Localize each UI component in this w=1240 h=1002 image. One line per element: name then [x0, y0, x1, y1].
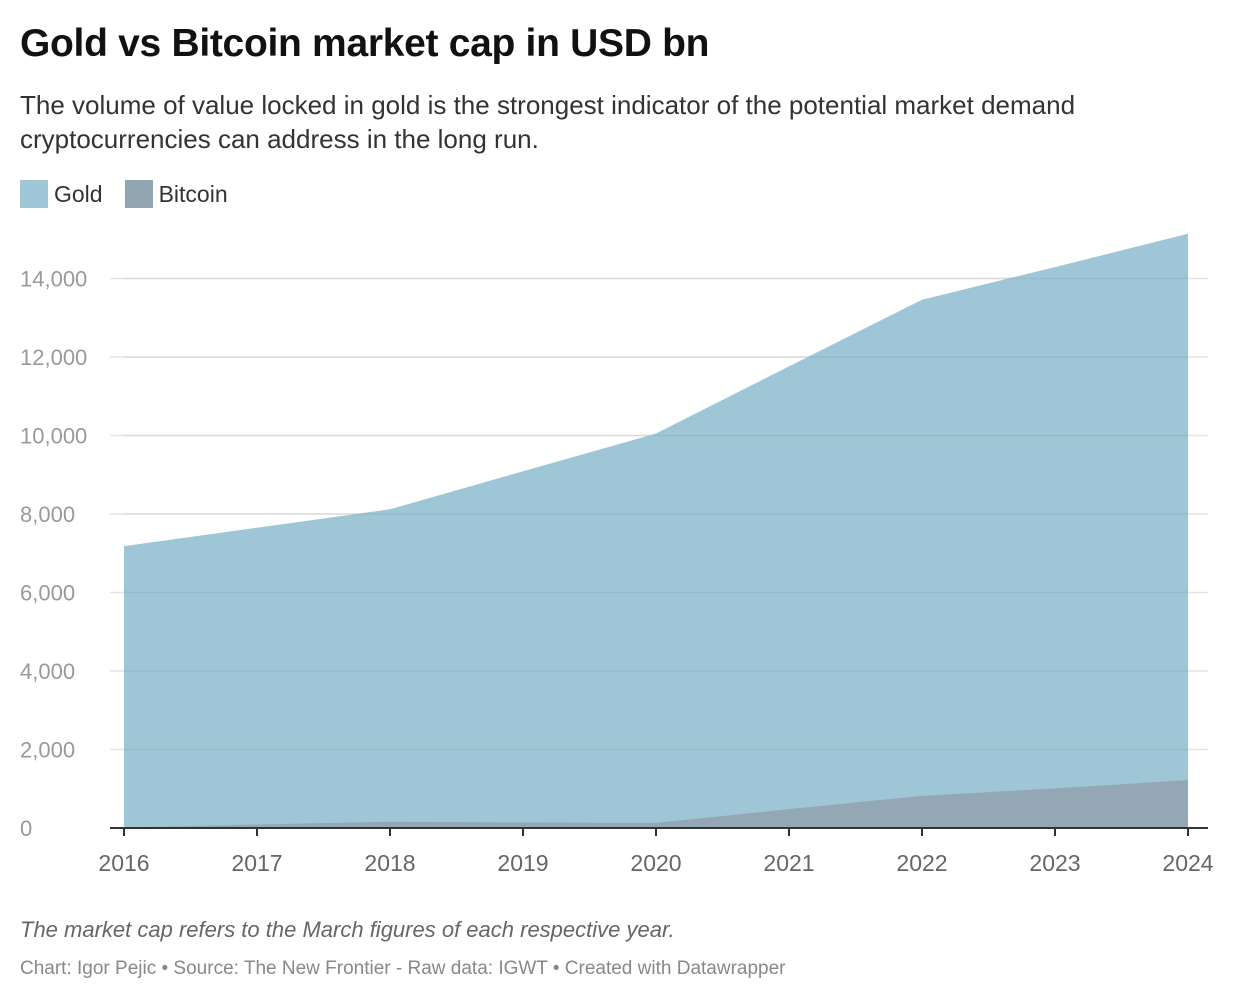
x-tick-label-2020: 2020 — [630, 850, 681, 876]
point-gold-2019 — [520, 468, 526, 474]
area-chart: 0 2,000 4,000 6,000 8,000 10,000 12,000 14,000 2… — [20, 231, 1214, 876]
y-tick-label-10000: 10,000 — [20, 424, 87, 449]
point-gold-2023 — [1052, 264, 1058, 270]
area-bitcoin — [124, 780, 1188, 828]
chart-title: Gold vs Bitcoin market cap in USD bn — [20, 22, 710, 65]
legend-item-gold: Gold — [20, 180, 103, 208]
point-gold-2022 — [919, 297, 925, 303]
y-axis: 0 2,000 4,000 6,000 8,000 10,000 12,000 14,000 — [20, 267, 87, 842]
x-tick-label-2016: 2016 — [98, 850, 149, 876]
point-bitcoin-2018 — [387, 819, 393, 825]
point-gold-2017 — [254, 525, 260, 531]
x-tick-label-2022: 2022 — [896, 850, 947, 876]
gridlines-overlay — [124, 277, 1188, 751]
y-tick-label-12000: 12,000 — [20, 345, 87, 370]
point-bitcoin-2021 — [786, 806, 792, 812]
legend-label-gold: Gold — [54, 180, 103, 207]
legend: Gold Bitcoin — [20, 180, 250, 208]
chart-credits: Chart: Igor Pejic • Source: The New Fron… — [20, 958, 786, 979]
point-bitcoin-2017 — [254, 821, 260, 827]
point-bitcoin-2022 — [919, 793, 925, 799]
chart-subtitle: The volume of value locked in gold is th… — [20, 90, 1076, 154]
point-bitcoin-2023 — [1052, 785, 1058, 791]
y-tick-label-0: 0 — [20, 816, 32, 841]
x-tick-label-2024: 2024 — [1162, 850, 1213, 876]
area-gold — [124, 233, 1188, 828]
x-tick-label-2017: 2017 — [231, 850, 282, 876]
y-tick-label-8000: 8,000 — [20, 502, 75, 527]
x-tick-label-2023: 2023 — [1029, 850, 1080, 876]
chart-note: The market cap refers to the March figur… — [20, 917, 675, 942]
x-tick-label-2019: 2019 — [497, 850, 548, 876]
point-gold-2024 — [1185, 231, 1191, 237]
x-tick-label-2021: 2021 — [763, 850, 814, 876]
legend-swatch-gold — [20, 180, 48, 208]
y-tick-label-2000: 2,000 — [20, 738, 75, 763]
legend-swatch-bitcoin — [124, 180, 153, 208]
point-bitcoin-2019 — [520, 820, 526, 826]
point-gold-2021 — [786, 363, 792, 369]
point-bitcoin-2020 — [653, 820, 659, 826]
x-axis: 2016 2017 2018 2019 2020 2021 2022 2023 2024 — [98, 828, 1214, 876]
point-gold-2016 — [121, 543, 127, 549]
legend-label-bitcoin: Bitcoin — [158, 180, 228, 207]
y-tick-label-6000: 6,000 — [20, 581, 75, 606]
point-gold-2018 — [387, 506, 393, 512]
y-tick-label-4000: 4,000 — [20, 659, 75, 684]
legend-item-bitcoin: Bitcoin — [124, 180, 228, 208]
x-tick-label-2018: 2018 — [364, 850, 415, 876]
point-bitcoin-2024 — [1185, 777, 1191, 783]
y-tick-label-14000: 14,000 — [20, 267, 87, 292]
